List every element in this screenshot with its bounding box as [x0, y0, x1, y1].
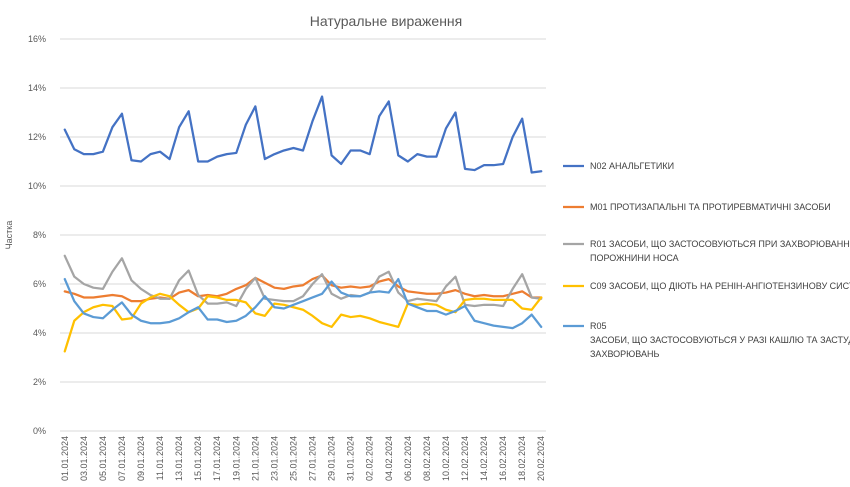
legend-label: R01 ЗАСОБИ, ЩО ЗАСТОСОВУЮТЬСЯ ПРИ ЗАХВОР… [590, 239, 850, 249]
x-tick-label: 03.01.2024 [79, 436, 89, 481]
legend-label: M01 ПРОТИЗАПАЛЬНІ ТА ПРОТИРЕВМАТИЧНІ ЗАС… [590, 202, 831, 212]
series-line-4 [63, 292, 543, 353]
y-tick-label: 8% [33, 230, 46, 240]
x-tick-label: 12.02.2024 [460, 436, 470, 481]
x-tick-label: 07.01.2024 [117, 436, 127, 481]
x-tick-label: 20.02.2024 [536, 436, 546, 481]
x-tick-label: 13.01.2024 [174, 436, 184, 481]
x-tick-label: 01.01.2024 [60, 436, 70, 481]
legend: N02 АНАЛЬГЕТИКИ M01 ПРОТИЗАПАЛЬНІ ТА ПРОТ… [563, 161, 850, 359]
x-tick-label: 14.02.2024 [479, 436, 489, 481]
x-tick-label: 23.01.2024 [269, 436, 279, 481]
y-tick-label: 14% [28, 83, 46, 93]
y-tick-label: 0% [33, 426, 46, 436]
y-tick-label: 2% [33, 377, 46, 387]
x-tick-label: 06.02.2024 [403, 436, 413, 481]
series-line-1 [63, 95, 543, 174]
y-axis-label: Частка [4, 221, 14, 250]
x-tick-label: 05.01.2024 [98, 436, 108, 481]
y-tick-label: 10% [28, 181, 46, 191]
series-line-3 [63, 254, 543, 308]
x-tick-label: 04.02.2024 [384, 436, 394, 481]
legend-item: N02 АНАЛЬГЕТИКИ [563, 161, 674, 171]
x-tick-label: 25.01.2024 [288, 436, 298, 481]
gridlines [60, 38, 546, 432]
x-tick-label: 11.01.2024 [155, 436, 165, 480]
legend-item: C09 ЗАСОБИ, ЩО ДІЮТЬ НА РЕНІН-АНГІОТЕНЗИ… [563, 281, 850, 291]
x-tick-label: 29.01.2024 [327, 436, 337, 481]
y-tick-label: 6% [33, 279, 46, 289]
x-tick-label: 17.01.2024 [212, 436, 222, 481]
x-tick-label: 08.02.2024 [422, 436, 432, 481]
legend-item: M01 ПРОТИЗАПАЛЬНІ ТА ПРОТИРЕВМАТИЧНІ ЗАС… [563, 202, 831, 212]
y-tick-label: 12% [28, 132, 46, 142]
y-tick-label: 16% [28, 34, 46, 44]
x-tick-label: 15.01.2024 [193, 436, 203, 481]
chart-title: Натуральне вираження [310, 13, 462, 29]
legend-label: C09 ЗАСОБИ, ЩО ДІЮТЬ НА РЕНІН-АНГІОТЕНЗИ… [590, 281, 850, 291]
series-lines [63, 95, 543, 353]
x-tick-label: 16.02.2024 [498, 436, 508, 481]
x-tick-label: 18.02.2024 [517, 436, 527, 481]
legend-item: R05 ЗАСОБИ, ЩО ЗАСТОСОВУЮТЬСЯ У РАЗІ КАШЛ… [563, 321, 850, 359]
legend-label: N02 АНАЛЬГЕТИКИ [590, 161, 674, 171]
x-tick-label: 10.02.2024 [441, 436, 451, 481]
x-tick-label: 02.02.2024 [365, 436, 375, 481]
x-tick-label: 27.01.2024 [308, 436, 318, 481]
legend-label: ЗАСОБИ, ЩО ЗАСТОСОВУЮТЬСЯ У РАЗІ КАШЛЮ Т… [590, 335, 850, 345]
y-tick-label: 4% [33, 328, 46, 338]
x-tick-label: 09.01.2024 [136, 436, 146, 481]
y-axis-ticks: 0% 2% 4% 6% 8% 10% 12% 14% 16% [28, 34, 46, 436]
legend-label: R05 [590, 321, 607, 331]
series-line-5 [63, 277, 543, 330]
legend-label: ПОРОЖНИНИ НОСА [590, 253, 679, 263]
x-tick-label: 21.01.2024 [250, 436, 260, 481]
x-tick-label: 31.01.2024 [346, 436, 356, 481]
legend-label: ЗАХВОРЮВАНЬ [590, 349, 659, 359]
x-tick-label: 19.01.2024 [231, 436, 241, 481]
legend-item: R01 ЗАСОБИ, ЩО ЗАСТОСОВУЮТЬСЯ ПРИ ЗАХВОР… [563, 239, 850, 263]
x-axis-ticks: 01.01.2024 03.01.2024 05.01.2024 07.01.2024… [60, 436, 546, 481]
